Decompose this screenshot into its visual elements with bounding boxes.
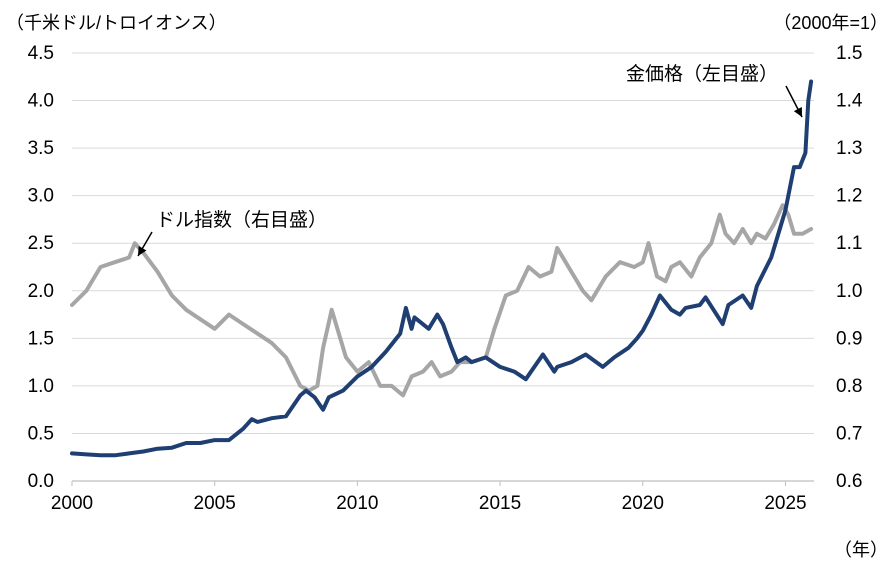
y-right-tick-label: 1.1	[836, 233, 862, 254]
gold-price-line	[70, 79, 814, 458]
series-lines	[70, 79, 814, 458]
x-tick-label: 2020	[622, 493, 664, 514]
y-right-tick-label: 0.7	[836, 423, 862, 444]
dollar-annotation-arrow	[137, 231, 153, 257]
y-right-tick-label: 1.3	[836, 138, 862, 159]
gold-annotation-arrow-head	[793, 106, 802, 117]
y-left-tick-label: 1.0	[28, 376, 54, 397]
y-left-tick-label: 4.5	[28, 43, 54, 64]
y-left-tick-label: 1.5	[28, 328, 54, 349]
y-left-tick-label: 0.0	[28, 471, 54, 492]
y-left-tick-label: 0.5	[28, 423, 54, 444]
labels: （千米ドル/トロイオンス） （2000年=1） （年）	[6, 13, 888, 560]
gold-annotation: 金価格（左目盛）	[626, 63, 778, 85]
right-unit-label: （2000年=1）	[773, 13, 888, 33]
gold-annotation-arrow	[785, 85, 803, 118]
dollar-annotation-arrow-head	[138, 245, 147, 256]
y-right-tick-label: 1.2	[836, 186, 862, 207]
dollar-annotation: ドル指数（右目盛）	[156, 209, 327, 231]
y-left-tick-label: 3.0	[28, 186, 54, 207]
y-right-tick-label: 0.8	[836, 376, 862, 397]
y-right-tick-label: 1.5	[836, 43, 862, 64]
x-unit-label: （年）	[834, 540, 888, 560]
x-tick-label: 2015	[479, 493, 521, 514]
x-tick-label: 2000	[51, 493, 93, 514]
y-right-tick-label: 1.4	[836, 91, 863, 112]
y-right-tick-label: 1.0	[836, 281, 862, 302]
y-right-tick-label: 0.6	[836, 471, 862, 492]
dollar-index-line	[70, 203, 814, 398]
left-unit-label: （千米ドル/トロイオンス）	[6, 13, 227, 33]
axes: 0.0 0.5 1.0 1.5 2.0 2.5 3.0 3.5 4.0 4.5 0.6 0.7 0.8 0…	[28, 43, 863, 514]
gridlines	[72, 52, 814, 434]
y-right-tick-label: 0.9	[836, 328, 862, 349]
y-left-tick-label: 2.0	[28, 281, 54, 302]
annotations: 金価格（左目盛） ドル指数（右目盛）	[137, 63, 803, 257]
x-tick-label: 2010	[336, 493, 378, 514]
y-left-tick-label: 3.5	[28, 138, 54, 159]
x-tick-label: 2025	[764, 493, 806, 514]
x-tick-label: 2005	[194, 493, 236, 514]
y-left-tick-label: 4.0	[28, 91, 54, 112]
y-left-tick-label: 2.5	[28, 233, 54, 254]
